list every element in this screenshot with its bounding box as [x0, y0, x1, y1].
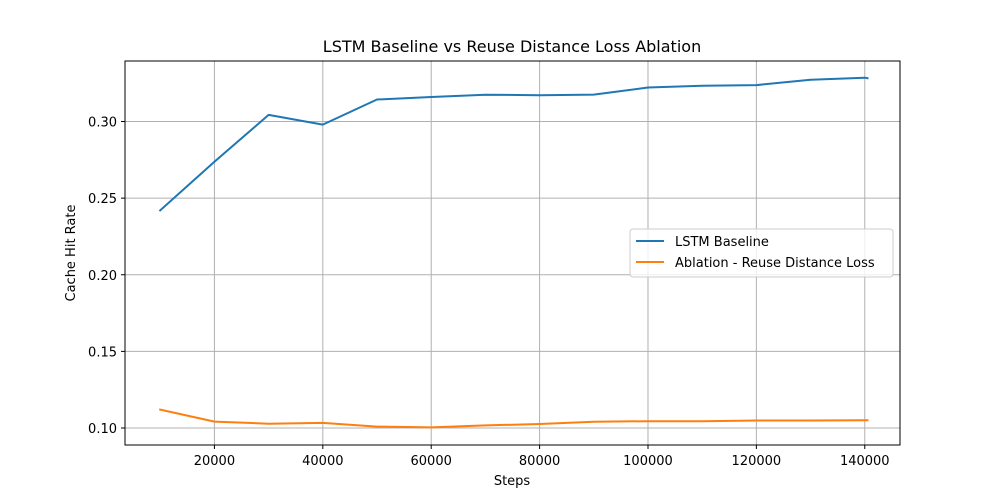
- series-lines: [158, 76, 869, 429]
- x-tick-label: 80000: [519, 454, 560, 469]
- legend: LSTM Baseline Ablation - Reuse Distance …: [629, 228, 894, 278]
- x-tick-label: 120000: [732, 454, 782, 469]
- x-tick-label: 40000: [302, 454, 343, 469]
- y-axis-title: Cache Hit Rate: [64, 205, 79, 302]
- y-tick-label: 0.20: [88, 269, 117, 284]
- x-axis-title: Steps: [494, 474, 531, 489]
- series-line-ablation-reuse-distance-loss: [159, 408, 869, 429]
- series-line-lstm-baseline: [158, 76, 869, 212]
- y-tick-label: 0.25: [88, 192, 117, 207]
- y-tick-label: 0.15: [88, 345, 117, 360]
- x-tick-label: 100000: [623, 454, 673, 469]
- y-tick-label: 0.10: [88, 422, 117, 437]
- x-tick-label: 20000: [194, 454, 235, 469]
- plot-area-frame: [124, 60, 901, 446]
- x-tick-label: 140000: [840, 454, 890, 469]
- legend-label-lstm-baseline: LSTM Baseline: [675, 235, 769, 250]
- legend-label-ablation: Ablation - Reuse Distance Loss: [675, 256, 875, 271]
- x-tick-label: 60000: [411, 454, 452, 469]
- axis-ticks: 20000 40000 60000 80000 100000 120000 140000 0.…: [88, 116, 890, 469]
- y-tick-label: 0.30: [88, 116, 117, 131]
- chart-title: LSTM Baseline vs Reuse Distance Loss Abl…: [323, 37, 701, 56]
- legend-frame: [629, 228, 894, 278]
